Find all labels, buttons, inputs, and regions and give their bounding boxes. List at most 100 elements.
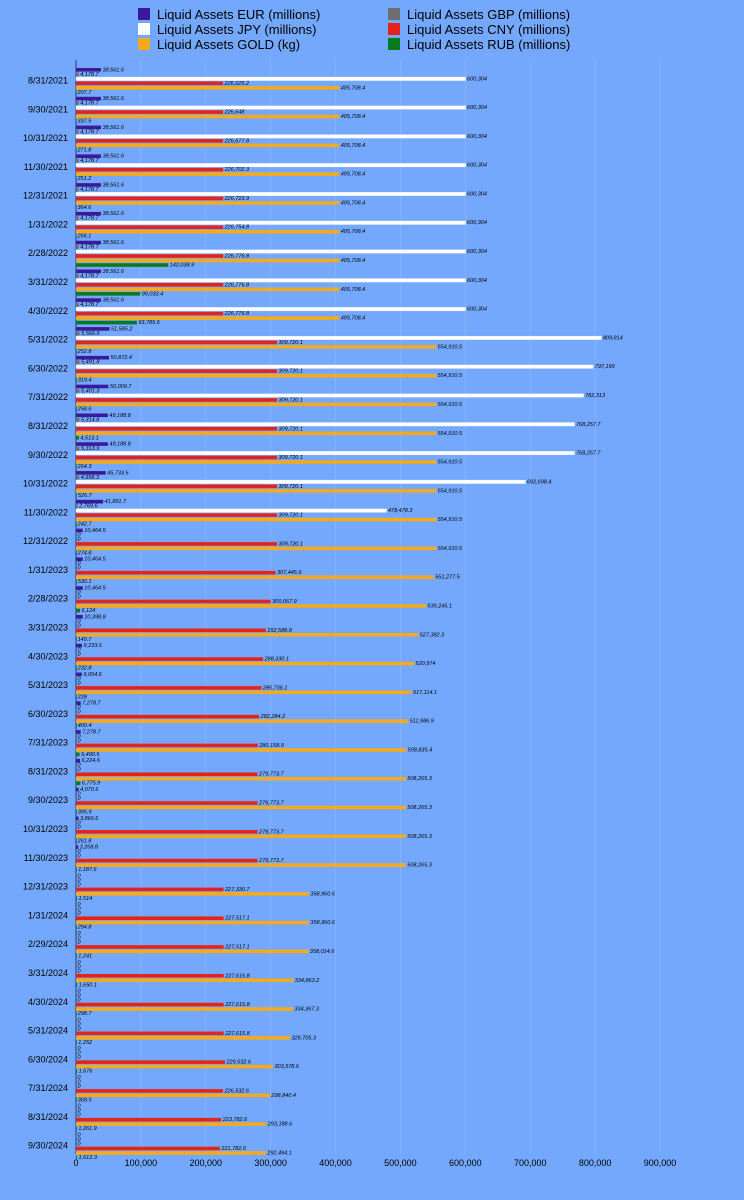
bar (76, 426, 277, 431)
category-label: 8/31/2024 (28, 1112, 68, 1122)
bar (76, 258, 340, 263)
data-label: 5,313.9 (81, 446, 99, 452)
bar (76, 816, 79, 821)
data-label: 0 (78, 767, 82, 773)
bar (75, 249, 466, 254)
data-label: 405,708.4 (341, 258, 365, 264)
bar (76, 1060, 225, 1064)
bar (76, 417, 80, 422)
bar (76, 1036, 290, 1040)
bar (76, 484, 277, 489)
bars (75, 68, 602, 1160)
bar (76, 225, 224, 230)
data-label: 50,872.4 (111, 355, 132, 361)
data-label: 0 (78, 1108, 82, 1114)
data-label: 307,445.9 (277, 570, 301, 576)
data-label: 0 (78, 1055, 82, 1061)
data-label: 4,178.7 (80, 216, 99, 222)
bar (76, 586, 83, 590)
category-label: 8/31/2022 (28, 421, 68, 431)
data-label: 280,158.9 (258, 743, 283, 749)
category-label: 11/30/2023 (24, 853, 68, 863)
data-label: 0 (78, 1084, 82, 1090)
bar (76, 187, 79, 192)
bar (76, 570, 276, 575)
data-label: 797,199 (595, 364, 615, 370)
data-label: 0 (78, 993, 82, 999)
data-label: 395.9 (78, 810, 92, 816)
bar (76, 1011, 77, 1016)
bar (76, 615, 83, 619)
data-label: 5,566.9 (81, 331, 99, 337)
bar (76, 287, 340, 292)
bar (76, 1117, 222, 1122)
bar (76, 604, 426, 608)
data-label: 554,910.5 (438, 546, 463, 552)
bar (76, 331, 80, 336)
data-label: 38,561.6 (103, 67, 125, 73)
bar (76, 834, 406, 839)
bar (76, 781, 81, 786)
bar (76, 949, 309, 954)
data-label: 309,720.1 (278, 426, 302, 432)
category-label: 7/31/2023 (28, 738, 68, 748)
data-label: 300,067.9 (272, 599, 296, 605)
data-label: 51,585.2 (111, 326, 132, 332)
bar (76, 758, 81, 763)
bar (76, 269, 102, 274)
bar (76, 183, 102, 187)
data-label: 692,698.4 (527, 479, 551, 485)
category-label: 7/31/2022 (28, 392, 68, 402)
bar (76, 464, 77, 469)
legend-liquid-assets-gbp-millions-label: Liquid Assets GBP (millions) (407, 7, 570, 22)
data-label: 400.4 (78, 723, 92, 729)
data-label: 274.8 (77, 550, 93, 556)
data-label: 0 (78, 854, 82, 860)
data-label: 252.8 (77, 349, 93, 355)
data-label: 49,188.8 (109, 413, 131, 419)
data-label: 242.7 (77, 522, 93, 528)
bar (76, 68, 102, 72)
data-label: 226,648 (224, 110, 246, 116)
bar (76, 513, 277, 517)
bar (75, 307, 466, 312)
bar (76, 748, 407, 752)
bar (75, 163, 466, 168)
data-label: 539,245.1 (427, 604, 451, 610)
bar (76, 167, 224, 172)
bar (76, 830, 258, 834)
data-label: 38,561.6 (103, 298, 125, 304)
data-label: 232.8 (77, 666, 93, 672)
data-label: 334,863.2 (295, 978, 319, 984)
data-label: 334,367.3 (294, 1007, 319, 1013)
data-label: 50,009.7 (110, 384, 132, 390)
bar (76, 211, 102, 216)
data-label: 0 (78, 796, 82, 802)
data-label: 1,676 (79, 1069, 94, 1075)
bar (76, 378, 77, 382)
data-label: 99,033.4 (142, 291, 163, 297)
bar (76, 661, 415, 666)
bar (76, 686, 262, 690)
data-label: 226,532.6 (223, 1088, 249, 1094)
data-label: 405,708.4 (341, 172, 365, 178)
data-label: 358,014.6 (310, 949, 335, 955)
data-label: 10,398.8 (84, 614, 106, 620)
bar (76, 1146, 220, 1151)
data-label: 4,178.7 (80, 273, 99, 279)
category-label: 11/30/2022 (24, 507, 68, 517)
data-label: 207.7 (77, 90, 93, 96)
data-label: 279,773.7 (258, 829, 284, 835)
bar (76, 446, 80, 451)
data-label: 0 (78, 681, 82, 687)
bar (76, 460, 437, 464)
category-label: 2/29/2024 (28, 939, 68, 949)
data-label: 364.6 (78, 205, 93, 211)
bar (76, 752, 80, 757)
data-label: 38,561.6 (103, 125, 125, 131)
bar (76, 690, 412, 695)
bar (76, 245, 79, 249)
data-label: 266.1 (77, 234, 92, 240)
category-labels: 8/31/2021 9/30/2021 10/31/2021 11/30/2021 12… (23, 76, 68, 1151)
data-label: 0 (78, 882, 82, 888)
